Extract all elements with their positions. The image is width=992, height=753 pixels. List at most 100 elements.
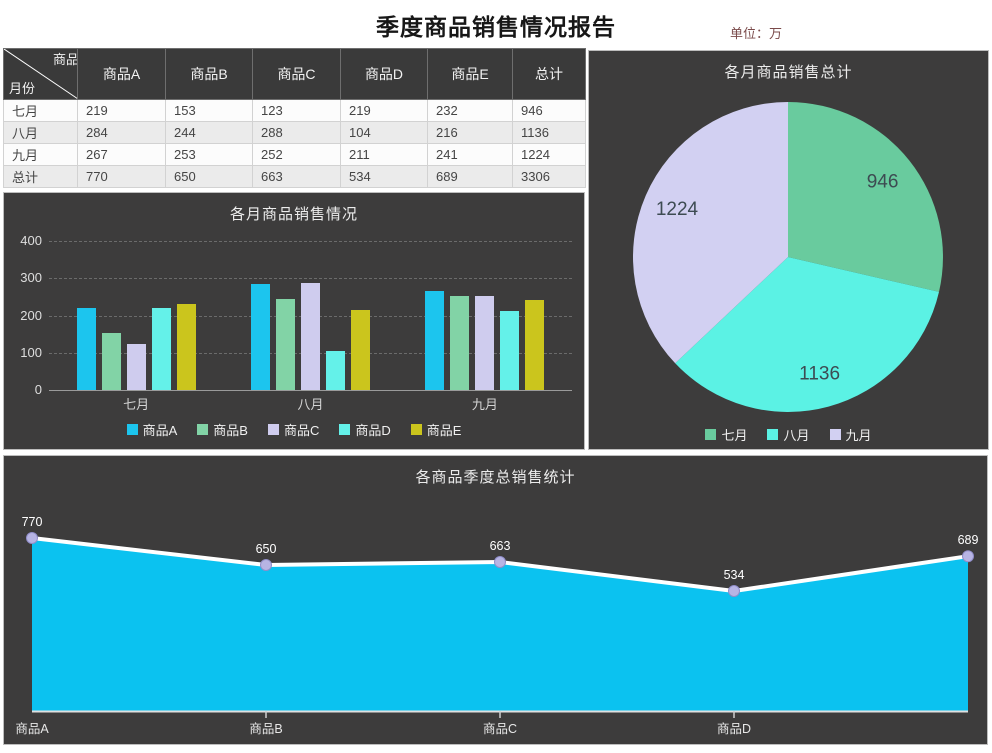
data-point-marker-商品B xyxy=(260,559,272,571)
column-header-商品C: 商品C xyxy=(252,48,341,100)
xtick-八月: 八月 xyxy=(297,397,324,412)
bar-商品C-九月 xyxy=(475,296,495,390)
ytick-100: 100 xyxy=(20,344,42,360)
bar-chart-yaxis: 0 100 200 300 400 xyxy=(8,233,42,397)
legend-swatch xyxy=(829,429,841,440)
table-cell: 216 xyxy=(427,121,513,144)
xtick-七月: 七月 xyxy=(123,397,150,412)
ytick-300: 300 xyxy=(20,270,42,286)
bar-商品E-八月 xyxy=(350,309,370,390)
legend-label: 九月 xyxy=(845,428,872,443)
row-label: 九月 xyxy=(3,143,78,166)
pie-slice-九月 xyxy=(633,102,788,364)
bar-商品A-九月 xyxy=(425,290,445,390)
legend-label: 商品C xyxy=(283,423,320,438)
bar-group-八月 xyxy=(250,282,370,390)
legend-item-八月: 八月 xyxy=(767,425,810,444)
table-cell: 3306 xyxy=(512,165,586,188)
data-point-marker-商品C xyxy=(494,556,506,568)
table-cell: 650 xyxy=(165,165,253,188)
row-label: 七月 xyxy=(3,99,78,122)
table-row-总计: 总计 770 650 663 534 689 3306 xyxy=(3,165,586,188)
legend-swatch xyxy=(767,429,779,440)
table-row-八月: 八月 284 244 288 104 216 1136 xyxy=(3,121,586,144)
bar-group-九月 xyxy=(425,290,545,390)
column-header-商品A: 商品A xyxy=(77,48,166,100)
legend-label: 七月 xyxy=(721,428,748,443)
bar-商品C-八月 xyxy=(300,282,320,390)
data-point-label: 534 xyxy=(724,568,745,582)
ytick-0: 0 xyxy=(34,382,42,397)
row-label: 总计 xyxy=(3,165,78,188)
legend-label: 商品B xyxy=(213,423,248,438)
legend-item-商品D: 商品D xyxy=(339,420,391,439)
pie-chart-legend: 七月 八月 九月 xyxy=(589,425,988,444)
bar-chart-plot xyxy=(49,241,572,391)
table-cell: 219 xyxy=(340,99,428,122)
area-xlabel-商品B: 商品B xyxy=(249,721,282,736)
table-cell: 288 xyxy=(252,121,341,144)
corner-col-label: 商品 xyxy=(53,52,78,67)
legend-item-商品C: 商品C xyxy=(267,420,320,439)
table-cell: 770 xyxy=(77,165,166,188)
table-cell: 211 xyxy=(340,143,428,166)
bar-chart-panel: 各月商品销售情况 0 100 200 300 400 七月 八月 九月 商品A 商品B 商品C 商… xyxy=(3,192,585,450)
table-cell: 253 xyxy=(165,143,253,166)
pie-slice-七月 xyxy=(788,102,943,292)
table-cell: 232 xyxy=(427,99,513,122)
column-header-总计: 总计 xyxy=(512,48,586,100)
bar-商品B-八月 xyxy=(275,299,295,390)
page-title: 季度商品销售情况报告 xyxy=(376,14,616,40)
table-cell: 663 xyxy=(252,165,341,188)
column-header-商品D: 商品D xyxy=(340,48,428,100)
table-cell: 1224 xyxy=(512,143,586,166)
legend-item-七月: 七月 xyxy=(705,425,747,444)
bar-chart-legend: 商品A 商品B 商品C 商品D 商品E xyxy=(4,420,584,439)
pie-chart-title: 各月商品销售总计 xyxy=(724,64,853,81)
table-cell: 153 xyxy=(165,99,253,122)
pie-slice-八月 xyxy=(675,257,939,412)
legend-item-九月: 九月 xyxy=(829,425,872,444)
bar-商品D-九月 xyxy=(500,311,520,390)
bar-商品E-九月 xyxy=(525,300,545,390)
gridline-400 xyxy=(49,241,572,242)
area-chart-title: 各商品季度总销售统计 xyxy=(415,469,576,486)
table-cell: 104 xyxy=(340,121,428,144)
table-cell: 219 xyxy=(77,99,166,122)
table-cell: 946 xyxy=(512,99,586,122)
table-header-row: 商品 月份 商品A 商品B 商品C 商品D 商品E 总计 xyxy=(3,48,586,100)
legend-label: 商品A xyxy=(142,423,178,438)
legend-item-商品E: 商品E xyxy=(410,420,462,439)
table-cell: 252 xyxy=(252,143,341,166)
gridline-0 xyxy=(49,390,572,391)
sales-table: 商品 月份 商品A 商品B 商品C 商品D 商品E 总计 七月 219 153 123 219 23… xyxy=(3,48,586,188)
bar-商品C-七月 xyxy=(126,344,146,390)
pie-chart-panel: 各月商品销售总计 946 1136 1224 七月 八月 九月 xyxy=(588,50,989,450)
table-cell: 267 xyxy=(77,143,166,166)
diagonal-line xyxy=(4,49,77,99)
legend-swatch xyxy=(339,424,351,435)
table-cell: 1136 xyxy=(512,121,586,144)
legend-swatch xyxy=(705,429,717,440)
table-row-七月: 七月 219 153 123 219 232 946 xyxy=(3,99,586,122)
table-cell: 689 xyxy=(427,165,513,188)
legend-swatch xyxy=(126,424,138,435)
bar-商品A-八月 xyxy=(250,284,270,390)
corner-row-label: 月份 xyxy=(9,81,36,96)
bar-chart-xlabels: 七月 八月 九月 xyxy=(49,394,572,413)
bar-商品A-七月 xyxy=(76,308,96,390)
legend-swatch xyxy=(197,424,209,435)
legend-label: 商品E xyxy=(426,423,462,438)
gridline-300 xyxy=(49,278,572,280)
bar-商品E-七月 xyxy=(176,303,196,390)
data-point-marker-商品E xyxy=(962,550,974,563)
data-point-marker-商品D xyxy=(728,585,740,597)
bar-商品D-八月 xyxy=(325,351,345,390)
legend-item-商品B: 商品B xyxy=(197,420,248,439)
area-xlabel-商品C: 商品C xyxy=(483,721,517,736)
area-xlabel-商品D: 商品D xyxy=(717,721,751,736)
pie-value-label: 1136 xyxy=(799,364,840,385)
table-cell: 534 xyxy=(340,165,428,188)
pie-chart-svg: 946 1136 1224 xyxy=(633,102,943,412)
table-cell: 284 xyxy=(77,121,166,144)
